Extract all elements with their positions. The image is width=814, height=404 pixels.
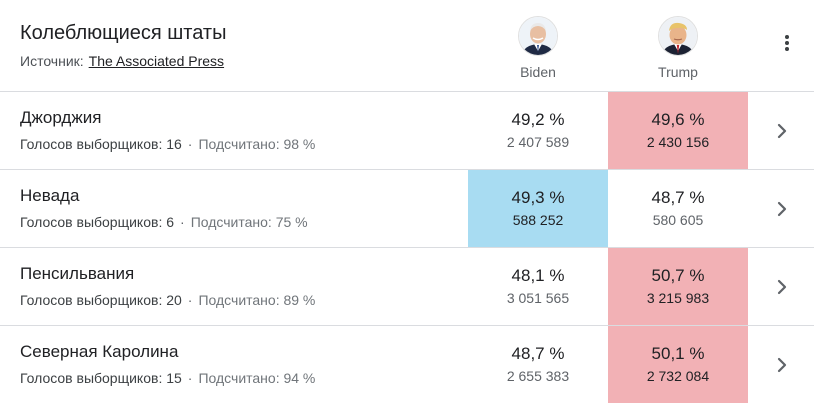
candidate-header-trump: Trump [608, 16, 748, 86]
state-row-georgia[interactable]: Джорджия Голосов выборщиков: 16 · Подсчита… [0, 92, 814, 170]
biden-percent: 48,7 % [511, 344, 565, 363]
state-meta: Голосов выборщиков: 20 · Подсчитано: 89 % [20, 291, 315, 309]
chevron-right-icon[interactable] [770, 197, 794, 221]
trump-percent: 50,7 % [651, 266, 705, 285]
chevron-right-icon[interactable] [770, 353, 794, 377]
source-line: Источник: The Associated Press [20, 52, 224, 70]
counted-percent: Подсчитано: 89 % [198, 292, 316, 308]
electors-count: Голосов выборщиков: 6 [20, 214, 175, 230]
state-name: Невада [20, 186, 80, 205]
biden-percent: 48,1 % [511, 266, 565, 285]
counted-percent: Подсчитано: 75 % [190, 214, 308, 230]
biden-votes: 588 252 [512, 212, 564, 228]
trump-result: 50,1 % 2 732 084 [608, 326, 748, 403]
biden-result: 49,3 % 588 252 [468, 170, 608, 247]
trump-votes: 2 430 156 [646, 134, 710, 150]
separator-dot: · [187, 292, 193, 308]
biden-result: 49,2 % 2 407 589 [468, 92, 608, 169]
biden-votes: 2 407 589 [506, 134, 570, 150]
candidate-name-trump: Trump [658, 64, 698, 80]
electors-count: Голосов выборщиков: 15 [20, 370, 182, 386]
state-name: Северная Каролина [20, 342, 179, 361]
trump-percent: 48,7 % [651, 188, 705, 207]
trump-result: 48,7 % 580 605 [608, 170, 748, 247]
swing-states-list: Джорджия Голосов выборщиков: 16 · Подсчита… [0, 92, 814, 404]
trump-votes: 2 732 084 [646, 368, 710, 384]
electors-count: Голосов выборщиков: 16 [20, 136, 182, 152]
source-link[interactable]: The Associated Press [88, 53, 225, 69]
biden-result: 48,1 % 3 051 565 [468, 248, 608, 325]
page-title: Колеблющиеся штаты [20, 22, 227, 44]
chevron-right-icon[interactable] [770, 275, 794, 299]
trump-avatar [658, 16, 698, 56]
biden-percent: 49,3 % [511, 188, 565, 207]
state-meta: Голосов выборщиков: 6 · Подсчитано: 75 % [20, 213, 308, 231]
state-meta: Голосов выборщиков: 16 · Подсчитано: 98 % [20, 135, 315, 153]
counted-percent: Подсчитано: 98 % [198, 136, 316, 152]
state-row-north-carolina[interactable]: Северная Каролина Голосов выборщиков: 15… [0, 326, 814, 404]
header: Колеблющиеся штаты Источник: The Associat… [0, 0, 814, 92]
state-row-nevada[interactable]: Невада Голосов выборщиков: 6 · Подсчитано:… [0, 170, 814, 248]
trump-votes: 3 215 983 [646, 290, 710, 306]
biden-result: 48,7 % 2 655 383 [468, 326, 608, 403]
trump-percent: 50,1 % [651, 344, 705, 363]
biden-votes: 2 655 383 [506, 368, 570, 384]
state-name: Джорджия [20, 108, 102, 127]
trump-result: 50,7 % 3 215 983 [608, 248, 748, 325]
trump-votes: 580 605 [652, 212, 704, 228]
biden-votes: 3 051 565 [506, 290, 570, 306]
separator-dot: · [187, 136, 193, 152]
trump-percent: 49,6 % [651, 110, 705, 129]
chevron-right-icon[interactable] [770, 119, 794, 143]
separator-dot: · [187, 370, 193, 386]
state-name: Пенсильвания [20, 264, 135, 283]
candidate-name-biden: Biden [520, 64, 556, 80]
counted-percent: Подсчитано: 94 % [198, 370, 316, 386]
state-meta: Голосов выборщиков: 15 · Подсчитано: 94 % [20, 369, 315, 387]
trump-result: 49,6 % 2 430 156 [608, 92, 748, 169]
more-vert-icon[interactable] [772, 26, 802, 60]
electors-count: Голосов выборщиков: 20 [20, 292, 182, 308]
separator-dot: · [180, 214, 185, 230]
candidate-header-biden: Biden [468, 16, 608, 86]
source-label: Источник: [20, 53, 84, 69]
biden-percent: 49,2 % [511, 110, 565, 129]
biden-avatar [518, 16, 558, 56]
state-row-pennsylvania[interactable]: Пенсильвания Голосов выборщиков: 20 · Подс… [0, 248, 814, 326]
